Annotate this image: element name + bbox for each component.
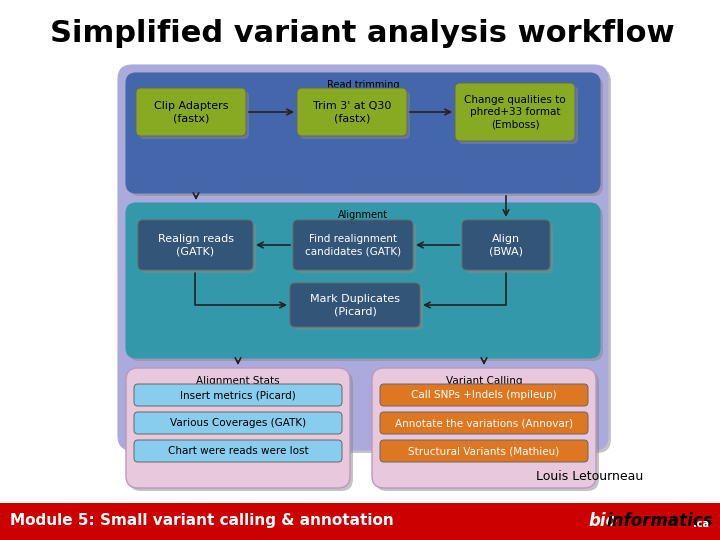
Text: Realign reads
(GATK): Realign reads (GATK) <box>158 234 233 256</box>
FancyBboxPatch shape <box>380 412 588 434</box>
Text: Alignment Stats: Alignment Stats <box>196 376 280 386</box>
Text: Annotate the variations (Annovar): Annotate the variations (Annovar) <box>395 418 573 428</box>
FancyBboxPatch shape <box>129 206 603 361</box>
FancyBboxPatch shape <box>380 440 588 462</box>
FancyBboxPatch shape <box>293 286 423 330</box>
Text: Align
(BWA): Align (BWA) <box>489 234 523 256</box>
FancyBboxPatch shape <box>126 368 350 488</box>
Text: Chart were reads were lost: Chart were reads were lost <box>168 446 308 456</box>
FancyBboxPatch shape <box>134 384 342 406</box>
FancyBboxPatch shape <box>129 371 353 491</box>
FancyBboxPatch shape <box>462 220 550 270</box>
Text: bio: bio <box>588 512 617 530</box>
Text: Alignment: Alignment <box>338 210 388 220</box>
Text: informatics: informatics <box>606 512 713 530</box>
FancyBboxPatch shape <box>458 86 578 144</box>
Text: Variant Calling: Variant Calling <box>446 376 522 386</box>
FancyBboxPatch shape <box>126 203 600 358</box>
Text: Change qualities to
phred+33 format
(Emboss): Change qualities to phred+33 format (Emb… <box>464 94 566 130</box>
FancyBboxPatch shape <box>300 91 410 139</box>
Text: Insert metrics (Picard): Insert metrics (Picard) <box>180 390 296 400</box>
FancyBboxPatch shape <box>126 73 600 193</box>
FancyBboxPatch shape <box>293 220 413 270</box>
Text: Clip Adapters
(fastx): Clip Adapters (fastx) <box>154 101 228 123</box>
FancyBboxPatch shape <box>141 223 256 273</box>
FancyBboxPatch shape <box>375 371 599 491</box>
Text: Trim 3' at Q30
(fastx): Trim 3' at Q30 (fastx) <box>312 101 391 123</box>
FancyBboxPatch shape <box>121 68 611 453</box>
Text: .ca: .ca <box>693 519 709 529</box>
FancyBboxPatch shape <box>296 223 416 273</box>
Text: Module 5: Small variant calling & annotation: Module 5: Small variant calling & annota… <box>10 514 394 529</box>
FancyBboxPatch shape <box>118 65 608 450</box>
FancyBboxPatch shape <box>455 83 575 141</box>
Bar <box>0 503 720 540</box>
FancyBboxPatch shape <box>297 88 407 136</box>
Text: Various Coverages (GATK): Various Coverages (GATK) <box>170 418 306 428</box>
FancyBboxPatch shape <box>134 412 342 434</box>
Text: Louis Letourneau: Louis Letourneau <box>536 469 644 483</box>
Text: Mark Duplicates
(Picard): Mark Duplicates (Picard) <box>310 294 400 316</box>
FancyBboxPatch shape <box>372 368 596 488</box>
FancyBboxPatch shape <box>134 440 342 462</box>
FancyBboxPatch shape <box>290 283 420 327</box>
FancyBboxPatch shape <box>136 88 246 136</box>
Text: Find realignment
candidates (GATK): Find realignment candidates (GATK) <box>305 234 401 256</box>
FancyBboxPatch shape <box>380 384 588 406</box>
Text: Call SNPs +Indels (mpileup): Call SNPs +Indels (mpileup) <box>411 390 557 400</box>
FancyBboxPatch shape <box>129 76 603 196</box>
Text: Simplified variant analysis workflow: Simplified variant analysis workflow <box>50 18 675 48</box>
Text: Read trimming: Read trimming <box>327 80 400 90</box>
FancyBboxPatch shape <box>138 220 253 270</box>
Text: Structural Variants (Mathieu): Structural Variants (Mathieu) <box>408 446 559 456</box>
FancyBboxPatch shape <box>465 223 553 273</box>
FancyBboxPatch shape <box>139 91 249 139</box>
